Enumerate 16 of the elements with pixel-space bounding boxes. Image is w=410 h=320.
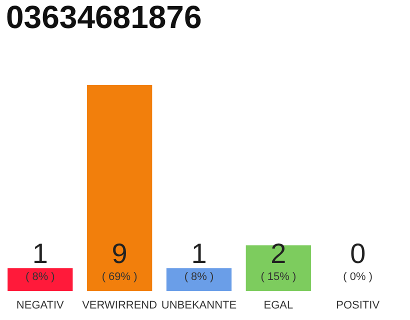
annotation: ( 8% ) [25, 271, 55, 283]
annotation: ( 0% ) [343, 271, 373, 283]
data-label: 1 [191, 238, 207, 269]
annotation: ( 15% ) [260, 271, 296, 283]
x-tick-label: POSITIV [336, 300, 380, 312]
x-tick-label: UNBEKANNTE [161, 300, 237, 312]
x-tick-label: NEGATIV [16, 300, 65, 312]
data-label: 2 [270, 238, 286, 269]
chart-title: 03634681876 [6, 0, 202, 35]
x-tick-label: VERWIRREND [82, 300, 158, 312]
data-label: 0 [350, 238, 366, 269]
annotation: ( 69% ) [102, 271, 138, 283]
data-label: 9 [112, 238, 128, 269]
annotation: ( 8% ) [184, 271, 214, 283]
x-tick-label: EGAL [264, 300, 294, 312]
data-label: 1 [32, 238, 48, 269]
